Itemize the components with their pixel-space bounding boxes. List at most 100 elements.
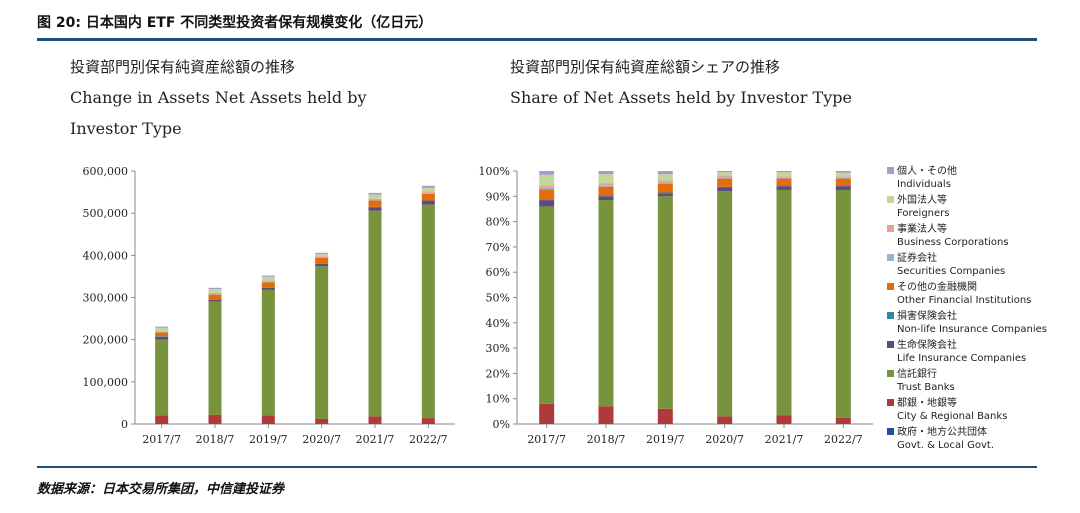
right-x-tick-label: 2018/7 xyxy=(587,433,626,446)
right-y-tick-label: 100% xyxy=(479,165,510,178)
right-bar-segment-trust-banks xyxy=(717,191,733,417)
right-y-tick-label: 50% xyxy=(486,292,510,305)
right-x-tick-label: 2022/7 xyxy=(824,433,863,446)
left-x-tick-label: 2017/7 xyxy=(142,433,181,446)
legend-swatch xyxy=(887,399,894,406)
right-bar-segment-other-financial-institutions xyxy=(776,178,792,186)
right-bar-segment-city-regional-banks xyxy=(657,408,673,424)
right-y-tick-label: 20% xyxy=(486,367,510,380)
left-bar-segment-city-regional-banks xyxy=(155,415,169,424)
right-bar-segment-other-financial-institutions xyxy=(598,186,614,196)
left-bar-segment-other-financial-institutions xyxy=(421,193,435,201)
left-bar-segment-trust-banks xyxy=(421,204,435,419)
right-x-tick-label: 2019/7 xyxy=(646,433,685,446)
left-bar-segment-foreigners xyxy=(315,254,329,257)
right-bar-segment-securities-companies xyxy=(539,187,555,190)
left-bar-segment-trust-banks xyxy=(155,339,169,416)
left-y-tick-label: 400,000 xyxy=(83,249,129,262)
legend-label-jp: 都銀・地銀等 xyxy=(897,396,957,409)
right-bar-segment-securities-companies xyxy=(776,177,792,179)
left-bar-segment-non-life-insurance-companies xyxy=(421,200,435,202)
left-bar-segment-business-corporations xyxy=(208,292,222,295)
right-bar-segment-business-corporations xyxy=(717,175,733,178)
right-bar-segment-securities-companies xyxy=(598,185,614,187)
left-bar-segment-trust-banks xyxy=(208,301,222,415)
right-y-tick-label: 30% xyxy=(486,342,510,355)
right-x-tick-label: 2017/7 xyxy=(527,433,566,446)
left-bar-segment-foreigners xyxy=(155,327,169,332)
legend-swatch xyxy=(887,196,894,203)
left-bar-segment-non-life-insurance-companies xyxy=(368,206,382,208)
right-bar-segment-life-insurance-companies xyxy=(598,196,614,201)
left-bar-segment-other-financial-institutions xyxy=(208,294,222,300)
left-bar-segment-business-corporations xyxy=(421,192,435,194)
right-bar-segment-other-financial-institutions xyxy=(835,178,851,186)
right-bar-segment-trust-banks xyxy=(539,206,555,404)
legend-label-en: Govt. & Local Govt. xyxy=(897,440,994,451)
right-bar-segment-city-regional-banks xyxy=(835,417,851,424)
legend-label-en: Business Corporations xyxy=(897,237,1009,248)
legend-label-en: Foreigners xyxy=(897,208,950,219)
right-bar-segment-non-life-insurance-companies xyxy=(776,185,792,187)
right-bar-segment-foreigners xyxy=(835,172,851,177)
right-bar-segment-non-life-insurance-companies xyxy=(657,192,673,194)
right-bar-segment-non-life-insurance-companies xyxy=(717,186,733,188)
left-y-tick-label: 600,000 xyxy=(83,165,129,178)
left-y-tick-label: 100,000 xyxy=(83,376,129,389)
right-bar-segment-city-regional-banks xyxy=(539,403,555,424)
left-bar-segment-city-regional-banks xyxy=(261,415,275,424)
left-bar-segment-trust-banks xyxy=(368,210,382,417)
right-bar-segment-business-corporations xyxy=(539,185,555,188)
figure-title: 图 20: 日本国内 ETF 不同类型投资者保有规模变化（亿日元） xyxy=(37,15,433,31)
legend-label-en: Other Financial Institutions xyxy=(897,295,1031,306)
left-bar-segment-individuals xyxy=(421,185,435,188)
legend-label-jp: 個人・その他 xyxy=(897,164,957,177)
left-x-tick-label: 2018/7 xyxy=(196,433,235,446)
left-bar-segment-foreigners xyxy=(421,187,435,193)
right-bar-segment-securities-companies xyxy=(717,177,733,179)
left-chart-title-jp: 投資部門別保有純資産総額の推移 xyxy=(70,58,296,76)
legend-swatch xyxy=(887,254,894,261)
left-bar-segment-non-life-insurance-companies xyxy=(315,263,329,264)
right-x-tick-label: 2021/7 xyxy=(765,433,804,446)
right-bar-segment-life-insurance-companies xyxy=(776,186,792,190)
right-y-tick-label: 10% xyxy=(486,393,510,406)
left-y-tick-label: 0 xyxy=(121,418,128,431)
left-bar-segment-life-insurance-companies xyxy=(368,207,382,211)
legend-label-jp: その他の金融機関 xyxy=(897,280,977,293)
legend-swatch xyxy=(887,312,894,319)
right-bar-segment-individuals xyxy=(598,171,614,175)
left-bar-segment-securities-companies xyxy=(208,294,222,295)
right-bar-segment-other-financial-institutions xyxy=(717,178,733,187)
left-bar-segment-securities-companies xyxy=(368,200,382,201)
left-bar-segment-business-corporations xyxy=(315,256,329,258)
left-bar-segment-individuals xyxy=(261,275,275,277)
right-x-tick-label: 2020/7 xyxy=(705,433,744,446)
left-bar-segment-non-life-insurance-companies xyxy=(208,299,222,300)
legend-label-jp: 外国法人等 xyxy=(897,193,947,206)
left-x-tick-label: 2020/7 xyxy=(302,433,341,446)
right-bar-segment-life-insurance-companies xyxy=(657,193,673,197)
right-bar-segment-individuals xyxy=(776,171,792,173)
left-bar-segment-individuals xyxy=(208,287,222,290)
legend-label-en: Life Insurance Companies xyxy=(897,353,1026,364)
left-chart-title-en-line1: Change in Assets Net Assets held by xyxy=(70,88,367,107)
legend-label-jp: 生命保険会社 xyxy=(897,338,957,351)
left-bar-segment-securities-companies xyxy=(315,257,329,258)
left-bar-segment-foreigners xyxy=(368,194,382,199)
left-bar-segment-non-life-insurance-companies xyxy=(155,336,169,337)
bottom-rule xyxy=(37,466,1037,468)
right-bar-segment-trust-banks xyxy=(835,189,851,418)
left-bar-segment-life-insurance-companies xyxy=(421,200,435,205)
right-bar-segment-non-life-insurance-companies xyxy=(835,185,851,187)
left-bar-segment-non-life-insurance-companies xyxy=(261,287,275,288)
left-x-tick-label: 2022/7 xyxy=(409,433,448,446)
right-bar-segment-foreigners xyxy=(598,174,614,184)
right-y-tick-label: 60% xyxy=(486,266,510,279)
right-bar-segment-foreigners xyxy=(539,174,555,186)
right-bar-segment-business-corporations xyxy=(657,180,673,183)
right-bar-segment-trust-banks xyxy=(776,189,792,416)
right-bar-segment-trust-banks xyxy=(598,200,614,407)
legend-swatch xyxy=(887,283,894,290)
